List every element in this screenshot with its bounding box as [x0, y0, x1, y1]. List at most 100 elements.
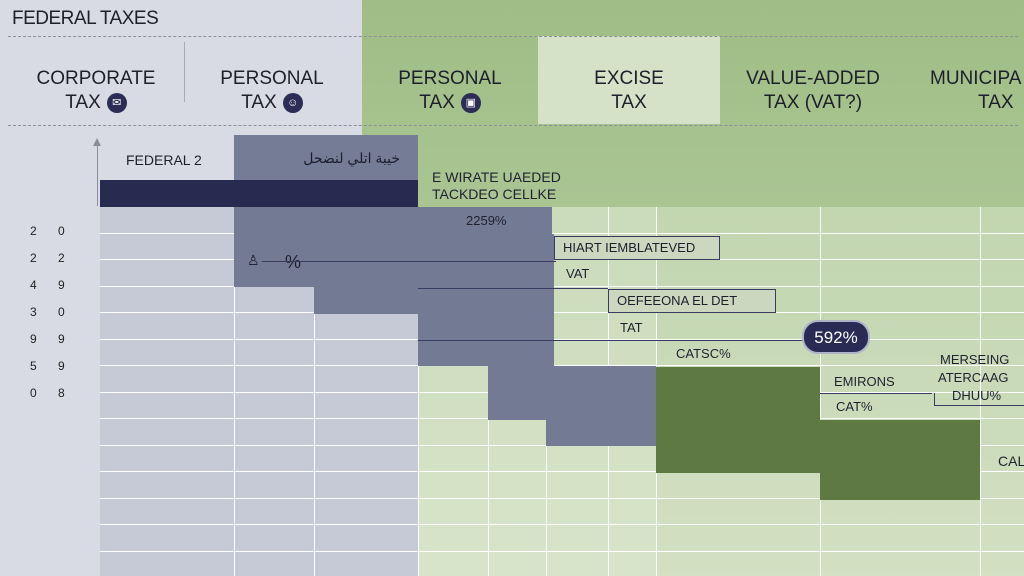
grid-row: [100, 339, 418, 366]
connector-line: [820, 393, 932, 394]
y-tick-label: 0: [30, 386, 37, 400]
tab-corporate-tax[interactable]: CORPORATE TAX ✉: [8, 58, 184, 124]
annotation-cal: CAL: [998, 453, 1024, 469]
grid-column-line: [234, 207, 235, 576]
excise-highlight-panel: [538, 36, 720, 124]
grid-column-line: [980, 207, 981, 576]
tab-excise-tax[interactable]: EXCISE TAX: [538, 58, 720, 124]
bracket-line: [934, 393, 935, 405]
annotation-catsc: CATSC%: [676, 346, 731, 361]
connector-line: [934, 405, 1024, 406]
grid-row: [100, 313, 418, 340]
grid-row: [418, 445, 656, 472]
tab-label-line2: TAX: [978, 92, 1014, 113]
y-tick-label: 9: [58, 359, 65, 373]
annotation-hiart-box: HIART IEMBLATEVED: [554, 236, 720, 260]
tab-label-line1: MUNICIPA: [930, 68, 1022, 89]
grid-row: [656, 207, 1024, 234]
y-tick-label: 4: [30, 278, 37, 292]
grid-row: [656, 498, 1024, 525]
grid-row: [656, 260, 1024, 287]
annotation-icon-pct: %: [285, 252, 302, 272]
grid-row: [100, 551, 418, 576]
y-axis-arrow-icon: [93, 138, 101, 146]
header-divider-top: [8, 36, 1018, 37]
bar-personal2-top: [418, 207, 552, 234]
y-tick-label: 2: [30, 224, 37, 238]
tab-personal-tax[interactable]: PERSONAL TAX ☺: [184, 58, 360, 124]
column-header-arabic-panel: [234, 135, 418, 180]
tab-personal-tax-2[interactable]: PERSONAL TAX ▣: [362, 58, 538, 124]
grid-row: [418, 525, 656, 552]
tab-label-line1: CORPORATE: [36, 68, 156, 89]
header-divider-bottom: [8, 125, 1018, 126]
bar-personal2-main: [418, 234, 554, 366]
y-tick-label: 0: [58, 224, 65, 238]
tab-separator: [184, 42, 185, 102]
tab-label-line1: PERSONAL: [398, 68, 502, 89]
y-tick-label: 8: [58, 386, 65, 400]
tab-label-line1: PERSONAL: [220, 68, 324, 89]
page-title: FEDERAL TAXES: [12, 8, 159, 29]
tab-label-line1: VALUE-ADDED: [746, 68, 880, 89]
header-navy-bar: [100, 180, 418, 207]
y-tick-label: 9: [30, 332, 37, 346]
annotation-mersing-3: DHUU%: [952, 388, 1002, 403]
connector-line: [418, 288, 608, 289]
grid-column-line: [314, 207, 315, 576]
y-tick-label: 3: [30, 305, 37, 319]
y-tick-label: 5: [30, 359, 37, 373]
bar-personal2-tail: [488, 366, 656, 420]
tab-label-line2: TAX: [611, 92, 647, 113]
y-tick-label: 9: [58, 278, 65, 292]
grid-row: [418, 498, 656, 525]
y-tick-label: 9: [58, 332, 65, 346]
bar-vat-olive: [656, 367, 820, 473]
annotation-wirate-2: TACKDEO CELLKE: [432, 186, 557, 202]
annotation-cat-pct: CAT%: [836, 399, 873, 414]
grid-row: [100, 445, 418, 472]
annotation-tat: TAT: [620, 320, 643, 335]
person-group-icon: ♙: [247, 252, 260, 268]
connector-line: [262, 261, 556, 262]
grid-row: [100, 498, 418, 525]
tab-label-line2: TAX: [241, 92, 277, 113]
y-tick-label: 2: [30, 251, 37, 265]
grid-row: [100, 525, 418, 552]
annotation-emirons: EMIRONS: [834, 374, 895, 389]
person-icon: ☺: [282, 93, 303, 113]
bar-personal-slate: [234, 207, 418, 287]
tab-label-line2: TAX (VAT?): [763, 92, 863, 113]
y-tick-label: 2: [58, 251, 65, 265]
grid-row: [656, 525, 1024, 552]
highlight-pill: 592%: [802, 320, 870, 354]
bar-municipal-olive: [820, 420, 980, 500]
annotation-vat: VAT: [566, 266, 590, 281]
annotation-pct-2259: 2259%: [466, 213, 507, 228]
connector-line: [418, 340, 804, 341]
bar-personal-slate-low: [314, 287, 418, 314]
grid-row: [656, 551, 1024, 576]
grid-row: [100, 392, 418, 419]
annotation-wirate-1: E WIRATE UAEDED: [432, 169, 561, 185]
grid-row: [100, 366, 418, 393]
briefcase-icon: ✉: [106, 93, 127, 113]
grid-row: [100, 419, 418, 446]
annotation-mersing-1: MERSEING: [940, 352, 1010, 367]
bar-excise-tail: [546, 420, 656, 446]
column-header-arabic: خيبة اتلي لنضحل: [303, 150, 400, 166]
grid-row: [100, 472, 418, 499]
tab-label-line1: EXCISE: [594, 68, 664, 89]
grid-row: [418, 472, 656, 499]
grid-row: [418, 551, 656, 576]
tab-label-line2: TAX: [419, 92, 455, 113]
grid-column-line: [820, 207, 821, 576]
building-icon: ▣: [460, 93, 481, 113]
grid-column-line: [418, 207, 419, 576]
tab-municipal-tax[interactable]: MUNICIPA TAX: [906, 58, 1024, 124]
y-axis-line: [97, 146, 98, 206]
tab-value-added-tax[interactable]: VALUE-ADDED TAX (VAT?): [720, 58, 906, 124]
annotation-mersing-2: ATERCAAG: [938, 370, 1009, 385]
tab-label-line2: TAX: [65, 92, 101, 113]
